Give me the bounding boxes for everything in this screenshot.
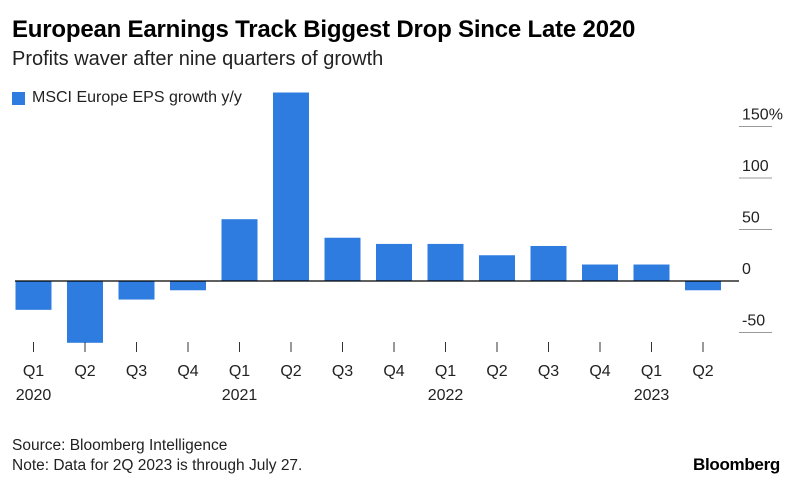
bar xyxy=(221,219,258,281)
x-year-label: 2022 xyxy=(428,387,464,404)
bar xyxy=(170,281,206,291)
x-tick-label: Q1 xyxy=(23,363,44,380)
x-tick-label: Q3 xyxy=(538,363,559,380)
legend-label: MSCI Europe EPS growth y/y xyxy=(32,89,242,106)
bar xyxy=(633,264,670,281)
y-tick-label: 150% xyxy=(742,107,783,124)
x-tick-label: Q3 xyxy=(332,363,353,380)
data-note: Note: Data for 2Q 2023 is through July 2… xyxy=(12,457,303,474)
x-year-label: 2023 xyxy=(634,387,670,404)
x-tick-label: Q3 xyxy=(126,363,147,380)
bar xyxy=(685,281,721,291)
x-tick-label: Q2 xyxy=(74,363,95,380)
y-tick-label: 100 xyxy=(742,158,769,175)
x-tick-label: Q2 xyxy=(692,363,713,380)
x-tick-label: Q4 xyxy=(177,363,198,380)
bloomberg-logo: Bloomberg xyxy=(692,455,780,474)
chart-title: European Earnings Track Biggest Drop Sin… xyxy=(12,16,636,43)
bar xyxy=(376,243,412,281)
x-tick-label: Q4 xyxy=(383,363,404,380)
source-note: Source: Bloomberg Intelligence xyxy=(12,437,228,454)
bar xyxy=(530,245,567,281)
bar xyxy=(582,264,618,281)
x-tick-label: Q2 xyxy=(486,363,507,380)
legend: MSCI Europe EPS growth y/y xyxy=(12,89,242,107)
bar xyxy=(479,255,515,281)
bar xyxy=(427,243,464,281)
x-tick-label: Q1 xyxy=(641,363,662,380)
bar xyxy=(273,92,309,281)
y-tick-label: 0 xyxy=(742,261,751,278)
y-tick-label: -50 xyxy=(742,313,765,330)
bar xyxy=(15,281,52,310)
y-tick-label: 50 xyxy=(742,210,760,227)
x-year-label: 2020 xyxy=(16,387,52,404)
chart-subtitle: Profits waver after nine quarters of gro… xyxy=(12,48,384,70)
bar xyxy=(324,237,361,281)
bar xyxy=(118,281,155,300)
x-year-label: 2021 xyxy=(222,387,258,404)
x-tick-label: Q2 xyxy=(280,363,301,380)
x-tick-label: Q4 xyxy=(589,363,610,380)
x-tick-label: Q1 xyxy=(435,363,456,380)
x-tick-label: Q1 xyxy=(229,363,250,380)
bar xyxy=(67,281,103,343)
legend-swatch xyxy=(12,91,25,105)
